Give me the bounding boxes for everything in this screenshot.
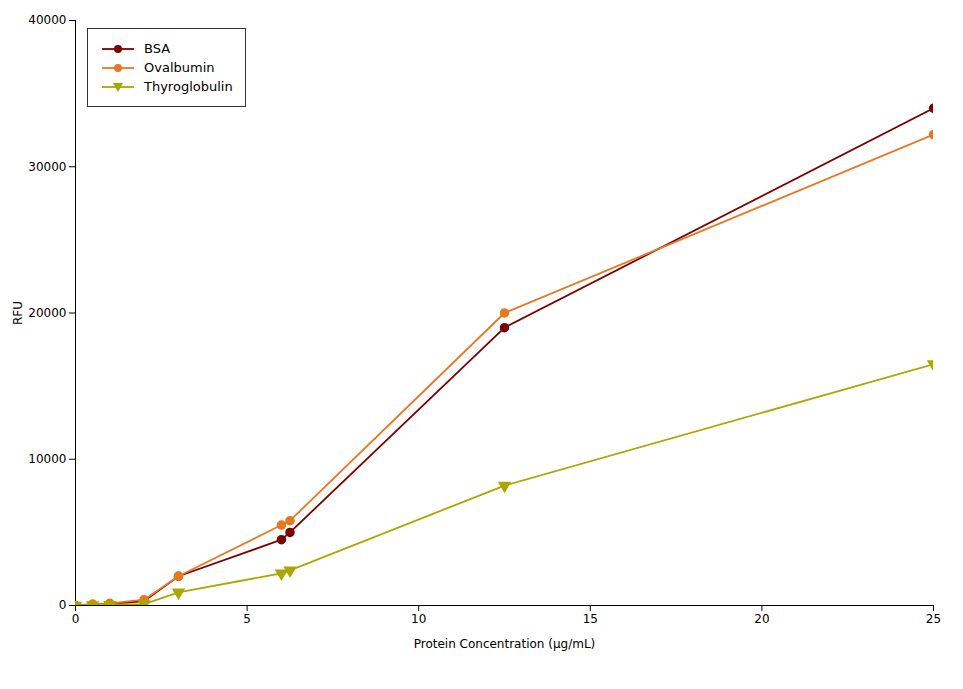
html-text:BSA: BSA xyxy=(144,41,171,56)
svg-text:0: 0 xyxy=(59,598,67,612)
svg-text:0: 0 xyxy=(72,612,80,626)
html-text:Thyroglobulin: Thyroglobulin xyxy=(144,79,233,94)
svg-text:40000: 40000 xyxy=(28,13,66,27)
svg-text:10000: 10000 xyxy=(28,452,66,466)
svg-text:Protein Concentration (μg/mL): Protein Concentration (μg/mL) xyxy=(414,637,596,651)
svg-text:RFU: RFU xyxy=(11,301,25,325)
svg-text:20000: 20000 xyxy=(28,306,66,320)
svg-text:15: 15 xyxy=(583,612,598,626)
svg-text:30000: 30000 xyxy=(28,160,66,174)
svg-text:5: 5 xyxy=(243,612,251,626)
svg-text:10: 10 xyxy=(411,612,426,626)
html-text:Ovalbumin: Ovalbumin xyxy=(144,60,215,75)
svg-text:20: 20 xyxy=(754,612,769,626)
svg-text:25: 25 xyxy=(926,612,941,626)
